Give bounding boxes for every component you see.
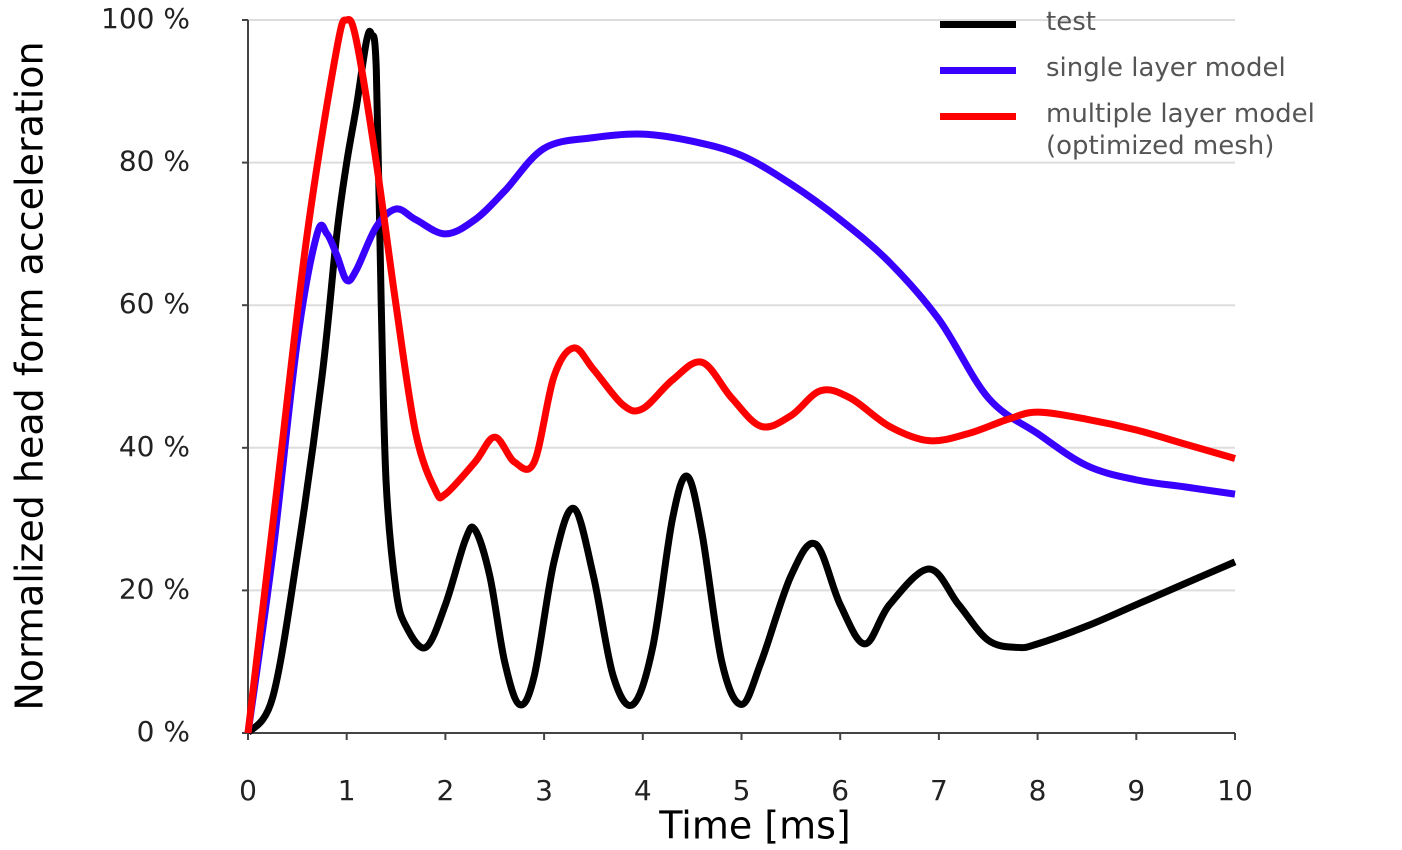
- y-tick-label: 80 %: [119, 145, 190, 178]
- x-tick-label: 10: [1217, 774, 1253, 807]
- x-tick-label: 7: [930, 774, 948, 807]
- series-line: [244, 130, 1236, 734]
- x-tick-label: 8: [1029, 774, 1047, 807]
- legend-swatch: [940, 113, 1016, 120]
- x-tick-label: 3: [535, 774, 553, 807]
- grid: [248, 19, 1235, 592]
- legend: test single layer model multiple layer mod…: [940, 6, 1390, 176]
- legend-item: single layer model: [940, 52, 1390, 84]
- y-tick-label: 40 %: [119, 430, 190, 463]
- y-tick-label: 20 %: [119, 572, 190, 605]
- x-tick-label: 1: [338, 774, 356, 807]
- y-tick-label: 0 %: [137, 715, 190, 748]
- legend-item: multiple layer model (optimized mesh): [940, 98, 1390, 162]
- y-tick-label: 60 %: [119, 287, 190, 320]
- x-tick-label: 2: [436, 774, 454, 807]
- x-tick-label: 9: [1127, 774, 1145, 807]
- legend-label: test: [1046, 7, 1096, 37]
- x-axis-label: Time [ms]: [658, 804, 851, 848]
- y-axis-label: Normalized head form acceleration: [8, 41, 52, 710]
- legend-swatch: [940, 21, 1016, 28]
- x-tick-label: 6: [831, 774, 849, 807]
- y-tick-label: 100 %: [101, 2, 190, 35]
- series-line: [245, 27, 1237, 736]
- legend-label: single layer model: [1046, 53, 1286, 83]
- legend-label: multiple layer model (optimized mesh): [1046, 99, 1315, 161]
- x-tick-label: 0: [239, 774, 257, 807]
- legend-item: test: [940, 6, 1390, 38]
- series-line: [244, 16, 1236, 734]
- legend-swatch: [940, 67, 1016, 74]
- x-tick-label: 5: [733, 774, 751, 807]
- x-tick-label: 4: [634, 774, 652, 807]
